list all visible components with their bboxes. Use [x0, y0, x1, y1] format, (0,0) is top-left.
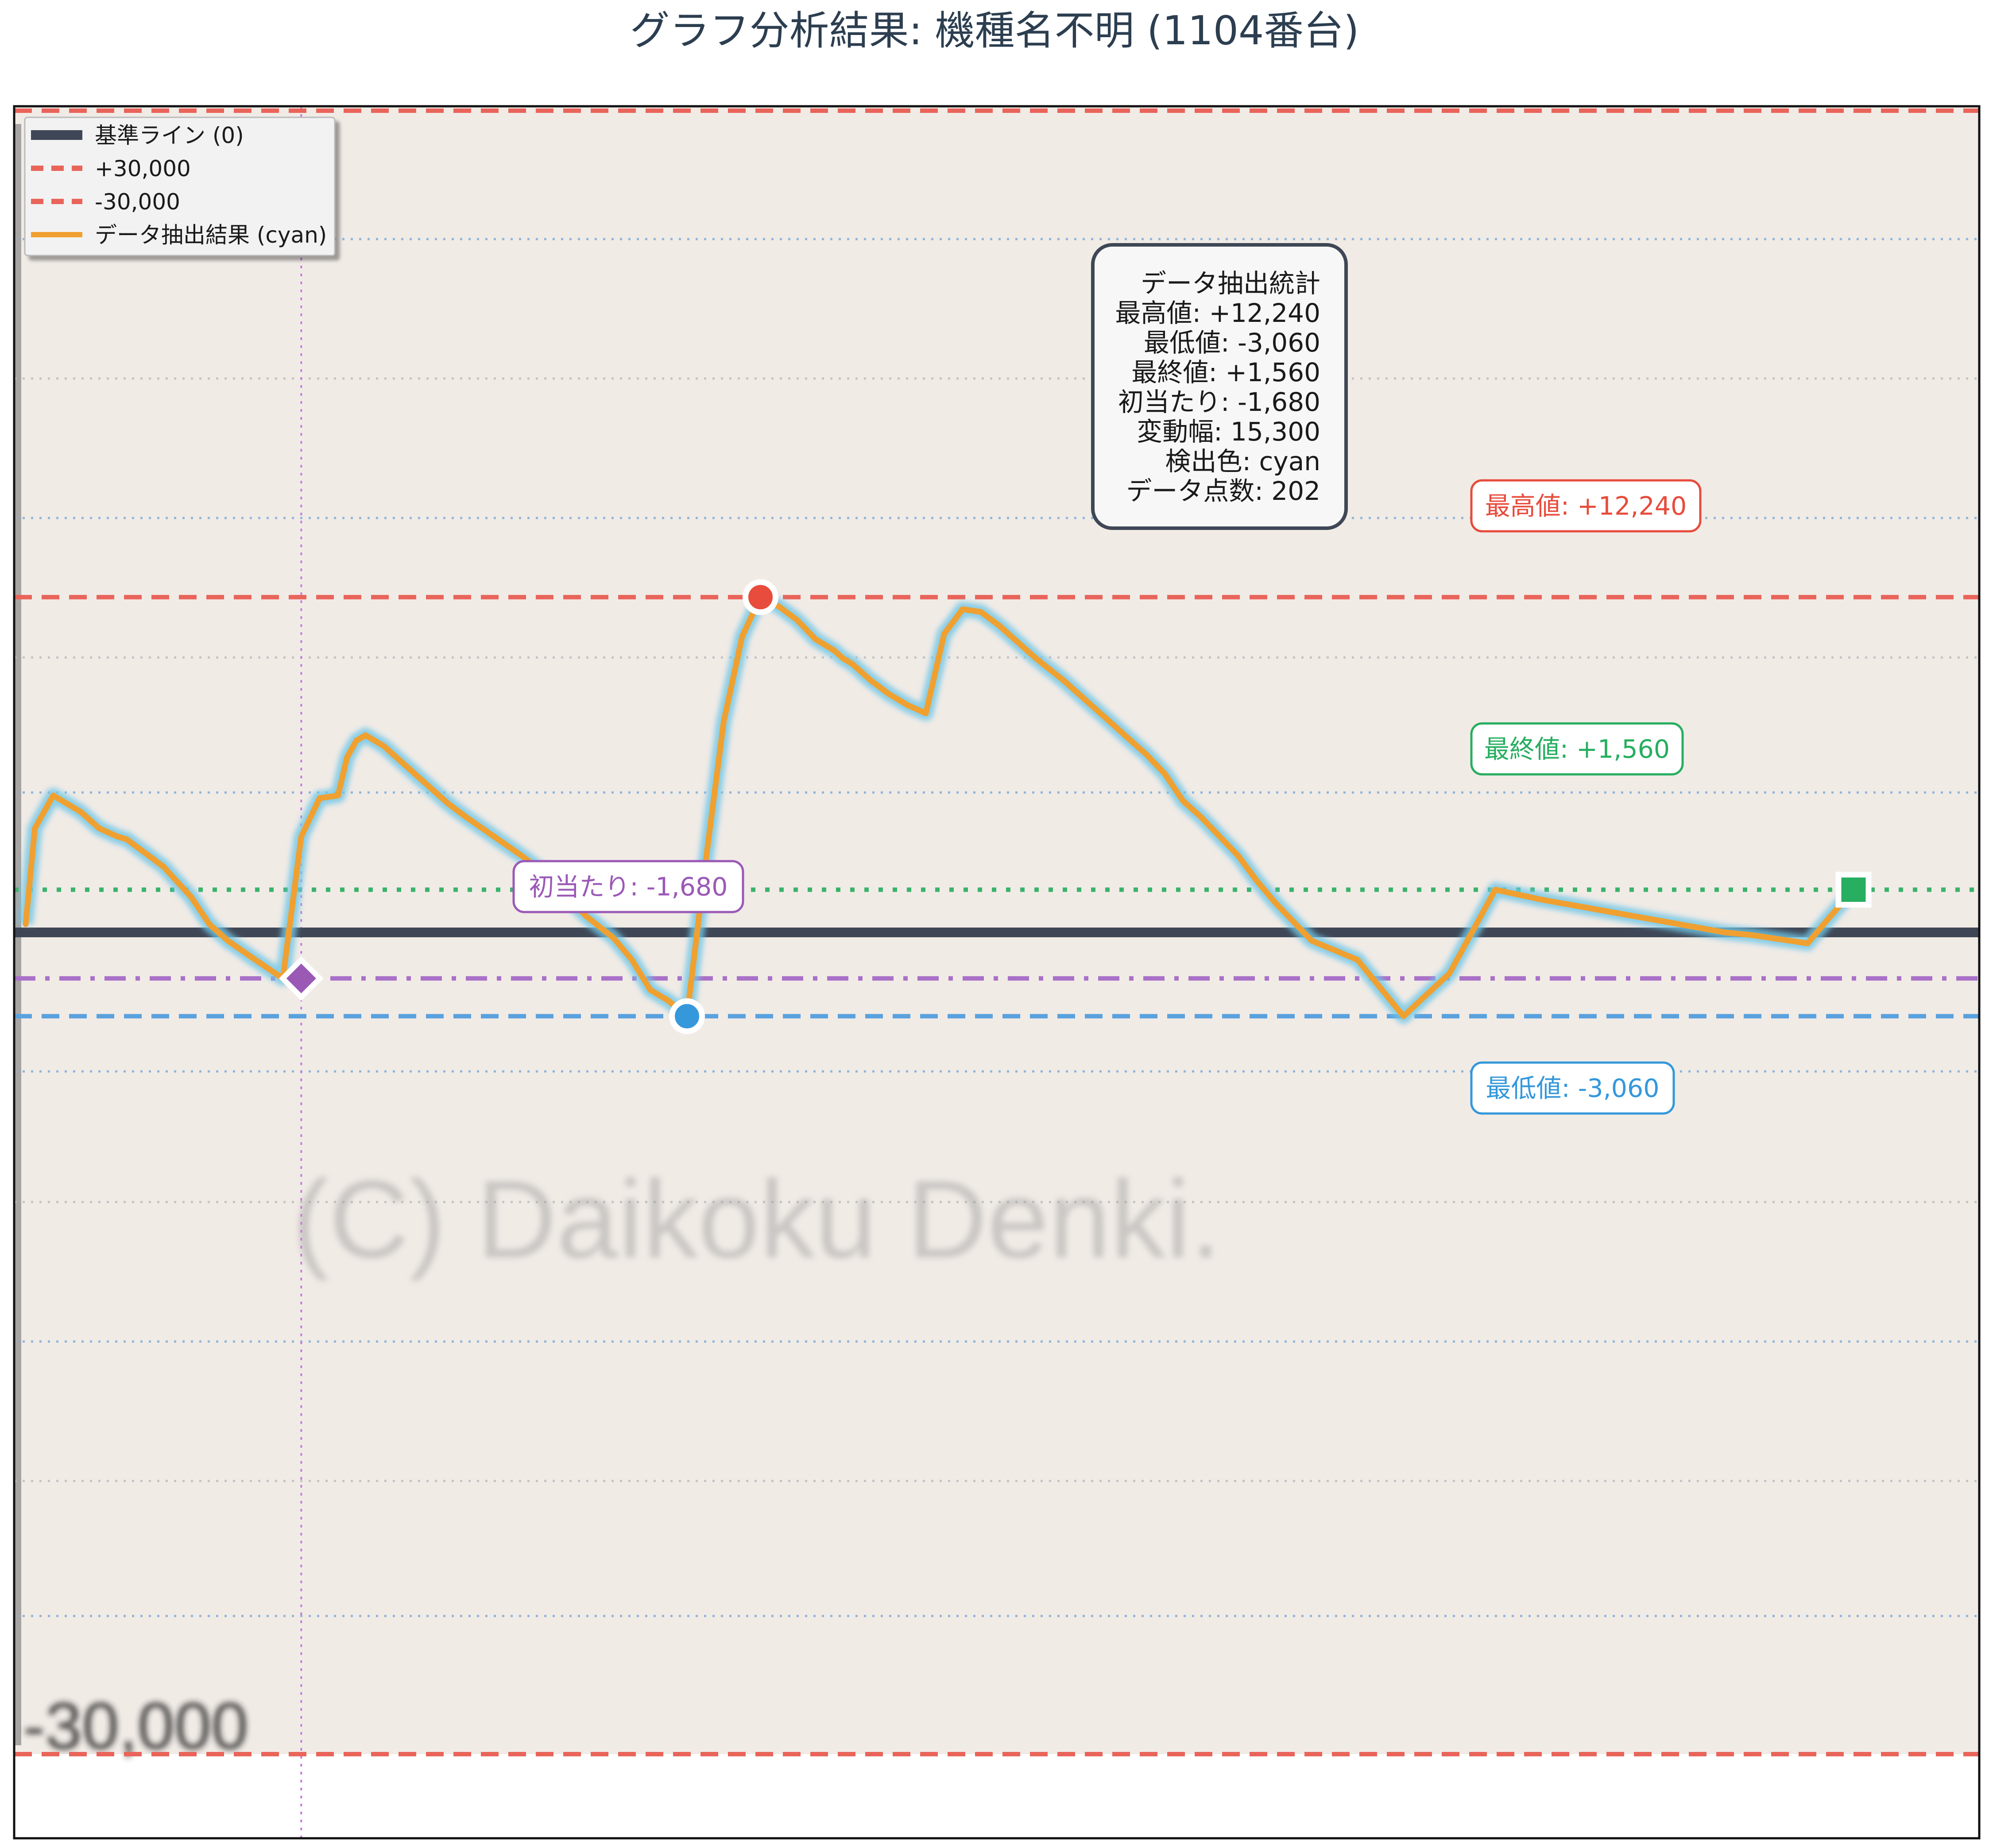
- marker-min: [669, 998, 705, 1034]
- legend: 基準ライン (0) +30,000 -30,000 データ抽出結果 (cyan): [24, 116, 336, 256]
- legend-label-0: 基準ライン (0): [95, 123, 244, 148]
- stats-box-line-1: 最低値: -3,060: [1144, 328, 1320, 358]
- annotation-box-first-hit: [512, 860, 744, 913]
- stats-box-line-5: 検出色: cyan: [1165, 446, 1321, 476]
- chart-title: グラフ分析結果: 機種名不明 (1104番台): [630, 8, 1359, 54]
- series-line: [23, 594, 1857, 1019]
- annotation-label-max: 最高値: +12,240: [1485, 492, 1687, 521]
- annotation-label-first-hit: 初当たり: -1,680: [529, 873, 727, 902]
- marker-first-hit: [279, 956, 324, 1001]
- source-axis-label: -30,000: [23, 1689, 248, 1763]
- legend-box: [24, 116, 336, 256]
- annotation-box-max: [1470, 479, 1702, 533]
- annotation-box-min: [1470, 1061, 1675, 1115]
- plot-frame: [13, 105, 1981, 1840]
- stats-box-line-4: 変動幅: 15,300: [1137, 417, 1320, 447]
- annotation-label-min: 最低値: -3,060: [1486, 1074, 1659, 1103]
- annotation-label-final: 最終値: +1,560: [1484, 735, 1670, 764]
- legend-label-1: +30,000: [95, 156, 191, 182]
- marker-final: [1835, 871, 1872, 908]
- annotation-box-final: [1470, 722, 1684, 776]
- stats-box-line-0: 最高値: +12,240: [1115, 298, 1320, 328]
- watermark-text: (C) Daikoku Denki.: [292, 1157, 1221, 1281]
- stats-box-line-3: 初当たり: -1,680: [1118, 387, 1320, 417]
- legend-label-3: データ抽出結果 (cyan): [95, 222, 327, 248]
- stats-box-title: データ抽出統計: [1141, 268, 1320, 298]
- stats-box-line-6: データ点数: 202: [1126, 476, 1320, 506]
- legend-label-2: -30,000: [95, 189, 180, 215]
- marker-max: [742, 579, 778, 615]
- stats-box-line-2: 最終値: +1,560: [1131, 357, 1320, 387]
- stats-box: [1091, 243, 1348, 530]
